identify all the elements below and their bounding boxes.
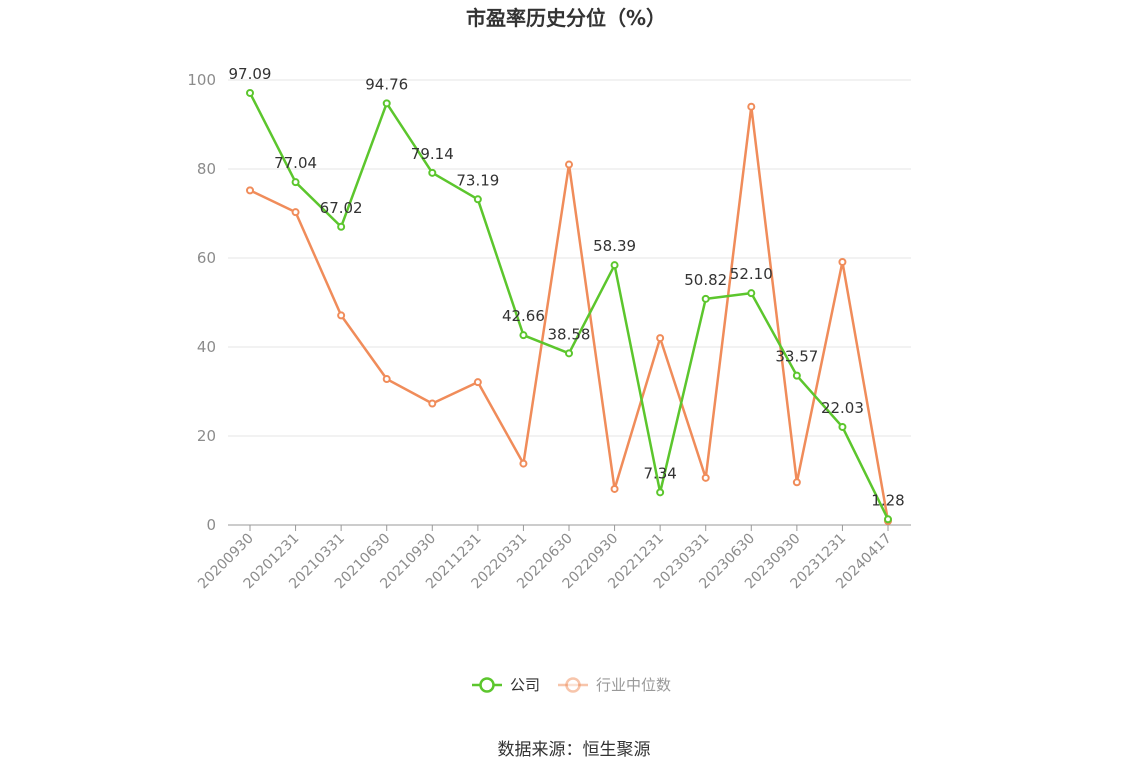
data-label: 94.76 (365, 75, 408, 93)
data-label: 33.57 (775, 348, 818, 366)
data-label: 42.66 (502, 307, 545, 325)
y-tick-label: 40 (197, 338, 216, 356)
data-point[interactable] (382, 375, 391, 384)
data-point[interactable] (838, 258, 847, 267)
data-point[interactable] (656, 488, 665, 497)
data-point[interactable] (473, 195, 482, 204)
data-point[interactable] (291, 178, 300, 187)
grid-lines (228, 79, 911, 437)
data-point[interactable] (291, 208, 300, 217)
series-group (246, 88, 892, 525)
legend-marker (479, 677, 495, 693)
data-point[interactable] (656, 334, 665, 343)
data-point[interactable] (473, 378, 482, 387)
data-point[interactable] (884, 515, 892, 524)
data-point[interactable] (565, 160, 573, 169)
data-label: 50.82 (684, 271, 727, 289)
y-tick-label: 20 (197, 427, 216, 445)
data-label: 7.34 (643, 464, 676, 482)
y-tick-label: 80 (197, 160, 216, 178)
data-label: 52.10 (730, 265, 773, 283)
data-point[interactable] (382, 99, 391, 108)
data-point[interactable] (610, 261, 619, 270)
data-label: 1.28 (871, 491, 904, 509)
legend-marker (565, 677, 581, 693)
y-tick-label: 60 (197, 249, 216, 267)
data-point[interactable] (701, 294, 710, 303)
data-point[interactable] (246, 88, 254, 97)
data-point[interactable] (246, 186, 254, 195)
data-point[interactable] (838, 422, 847, 431)
data-label: 38.58 (548, 325, 591, 343)
data-label: 22.03 (821, 399, 864, 417)
data-label: 79.14 (411, 145, 454, 163)
data-point[interactable] (337, 311, 346, 320)
data-point[interactable] (428, 168, 437, 177)
data-point[interactable] (747, 102, 756, 111)
data-label: 67.02 (320, 199, 363, 217)
legend-label: 公司 (510, 676, 540, 694)
legend-item-1[interactable]: 行业中位数 (558, 676, 671, 694)
chart-title: 市盈率历史分位（%） (466, 6, 666, 30)
data-point[interactable] (428, 399, 437, 408)
data-point[interactable] (519, 459, 528, 468)
legend[interactable]: 公司 行业中位数 (472, 676, 671, 694)
x-axis: 2020093020201231202103312021063020210930… (195, 524, 911, 592)
data-label: 77.04 (274, 154, 317, 172)
data-label: 73.19 (456, 171, 499, 189)
series-line-0 (248, 92, 890, 520)
data-point[interactable] (747, 289, 756, 298)
legend-label: 行业中位数 (596, 676, 671, 694)
data-point[interactable] (701, 473, 710, 482)
data-label: 58.39 (593, 237, 636, 255)
data-label: 97.09 (229, 65, 272, 83)
data-point[interactable] (519, 331, 528, 340)
data-point[interactable] (565, 349, 573, 358)
data-point[interactable] (792, 371, 801, 380)
y-axis: 0 20 40 60 80 100 (187, 71, 216, 534)
y-tick-label: 100 (187, 71, 216, 89)
y-tick-label: 0 (206, 516, 216, 534)
data-point[interactable] (792, 478, 801, 487)
legend-item-0[interactable]: 公司 (472, 676, 540, 694)
data-point[interactable] (337, 222, 346, 231)
data-point[interactable] (610, 484, 619, 493)
source-note: 数据来源：恒生聚源 (498, 740, 651, 760)
